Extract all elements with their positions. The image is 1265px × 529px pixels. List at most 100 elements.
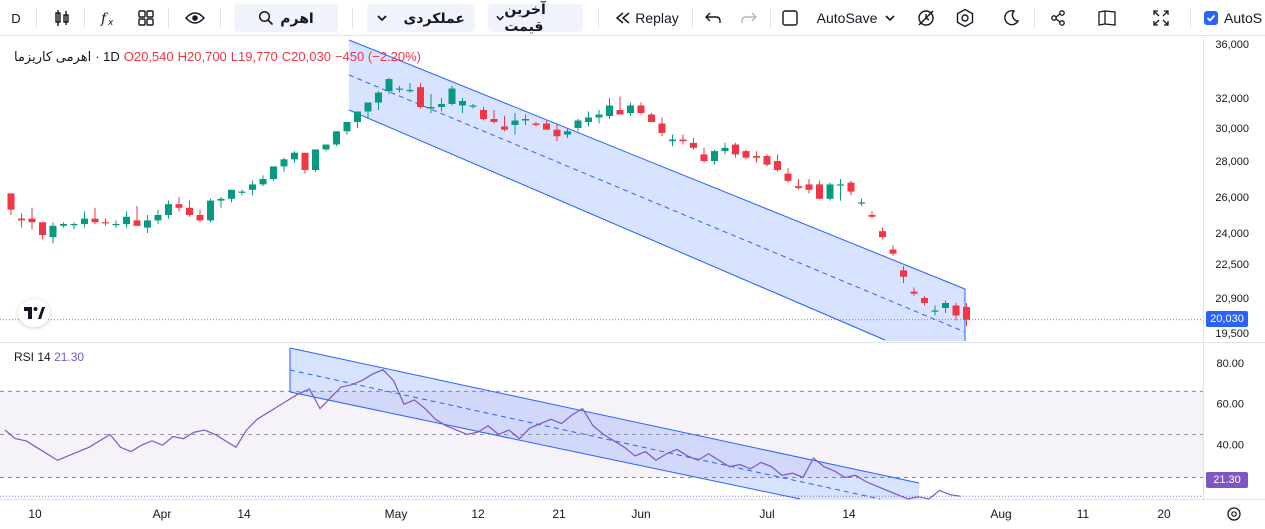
candle[interactable] [438,98,445,112]
interval-button[interactable]: D [11,10,21,26]
share-icon[interactable] [1046,4,1070,32]
candle[interactable] [858,198,865,206]
candle[interactable] [784,168,792,183]
candle[interactable] [616,96,624,115]
candle[interactable] [921,295,928,306]
candle[interactable] [207,198,214,223]
candle[interactable] [721,142,729,155]
axis-settings-icon[interactable] [1227,507,1241,521]
snapshot-book-icon[interactable] [1094,4,1120,32]
candle[interactable] [217,197,225,208]
autosave-checkbox[interactable]: AutoS [1204,4,1265,32]
alert-clock-icon[interactable] [914,4,938,32]
candle[interactable] [669,134,676,147]
candle[interactable] [753,151,760,163]
candle[interactable] [249,180,256,196]
expand-icon[interactable] [1148,4,1174,32]
candle[interactable] [196,209,204,223]
moon-icon[interactable] [998,4,1024,32]
settings-hexagon-icon[interactable] [952,4,978,32]
candle[interactable] [879,227,886,240]
rsi-name[interactable]: RSI [14,350,35,364]
candle[interactable] [826,182,834,201]
redo-icon[interactable] [738,4,760,32]
fullscreen-square-icon[interactable] [778,4,802,32]
candle[interactable] [144,215,151,233]
candle[interactable] [102,218,109,226]
candle[interactable] [259,175,267,187]
candle[interactable] [375,91,382,110]
price-type-select[interactable]: آخرین قیمت [488,1,583,34]
undo-icon[interactable] [702,4,724,32]
candle[interactable] [585,111,592,127]
candle[interactable] [490,110,498,124]
symbol-search-button[interactable]: اهرم [234,4,338,32]
candle[interactable] [186,200,193,217]
candle[interactable] [238,189,246,196]
chart-canvas[interactable]: 36,000 32,000 30,000 28,000 26,000 24,000 22,5… [0,37,1265,529]
candle[interactable] [868,211,876,219]
candle[interactable] [49,222,57,244]
candle[interactable] [532,122,540,127]
candle[interactable] [816,180,823,199]
chart-area[interactable]: 36,000 32,000 30,000 28,000 26,000 24,000 22,5… [0,37,1265,529]
candle[interactable] [301,152,309,174]
candle[interactable] [459,98,466,113]
candle[interactable] [81,211,88,228]
layouts-grid-icon[interactable] [134,4,158,32]
candle[interactable] [280,157,288,172]
candle[interactable] [931,305,939,316]
candle[interactable] [648,113,655,122]
candle[interactable] [385,77,393,94]
tradingview-logo[interactable] [18,299,50,327]
candle[interactable] [522,114,529,126]
candle[interactable] [942,300,949,314]
candle[interactable] [501,116,508,132]
candle[interactable] [165,200,172,219]
candle[interactable] [60,222,67,228]
candle[interactable] [396,85,403,93]
candle[interactable] [952,303,960,321]
candle[interactable] [39,222,46,240]
candle[interactable] [417,83,424,109]
candle[interactable] [364,102,372,120]
chart-type-select[interactable]: عملکردی [367,4,475,32]
replay-button[interactable]: Replay [614,4,680,32]
candle[interactable] [543,120,550,130]
candle[interactable] [700,147,708,163]
candle[interactable] [679,134,687,145]
candle[interactable] [774,154,781,172]
candle[interactable] [763,154,771,167]
candles-icon[interactable] [50,4,74,32]
candle[interactable] [291,151,298,163]
candle[interactable] [900,266,907,284]
candle[interactable] [889,245,897,256]
candle[interactable] [595,110,603,124]
candle[interactable] [270,166,277,181]
autosave-button[interactable]: AutoSave [808,4,904,32]
candle[interactable] [354,111,361,129]
candle[interactable] [658,117,666,137]
candle[interactable] [480,107,487,121]
candle[interactable] [333,131,340,147]
candle[interactable] [795,179,802,190]
candle[interactable] [553,123,561,142]
candle[interactable] [312,149,319,172]
candle[interactable] [732,142,739,158]
candle[interactable] [469,104,477,109]
candle[interactable] [606,98,613,119]
candle[interactable] [963,303,970,327]
eye-icon[interactable] [182,4,208,32]
candle[interactable] [448,85,456,106]
candle[interactable] [7,193,15,215]
candle[interactable] [112,220,120,228]
candle[interactable] [154,209,162,224]
candle[interactable] [322,144,330,152]
candle[interactable] [133,206,141,226]
candle[interactable] [511,113,519,135]
candle[interactable] [175,197,183,212]
candle[interactable] [343,122,351,135]
candle[interactable] [70,222,78,230]
candle[interactable] [627,102,634,117]
